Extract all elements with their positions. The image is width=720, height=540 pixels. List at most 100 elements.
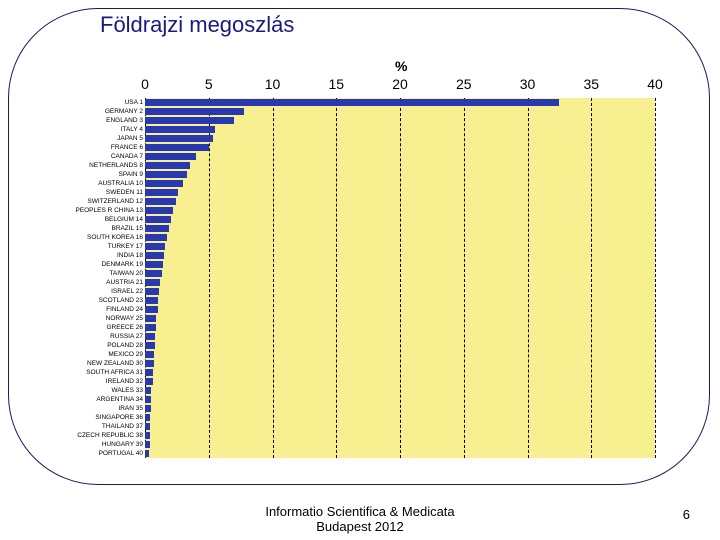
grid-line bbox=[209, 98, 210, 458]
y-label: TAIWAN 20 bbox=[0, 269, 143, 278]
x-tick-label: 15 bbox=[328, 76, 344, 92]
bar bbox=[145, 315, 156, 322]
bar bbox=[145, 369, 153, 376]
bar bbox=[145, 324, 156, 331]
x-tick-label: 10 bbox=[265, 76, 281, 92]
footer-line-1: Informatio Scientifica & Medicata bbox=[265, 504, 454, 519]
y-label: TURKEY 17 bbox=[0, 242, 143, 251]
y-label: BRAZIL 15 bbox=[0, 224, 143, 233]
y-label: THAILAND 37 bbox=[0, 422, 143, 431]
x-ticks: 0510152025303540 bbox=[0, 76, 720, 96]
y-label: ENGLAND 3 bbox=[0, 116, 143, 125]
bar bbox=[145, 387, 151, 394]
y-label: GERMANY 2 bbox=[0, 107, 143, 116]
grid-line bbox=[336, 98, 337, 458]
x-tick-label: 30 bbox=[520, 76, 536, 92]
bar bbox=[145, 351, 154, 358]
bar bbox=[145, 306, 158, 313]
footer: Informatio Scientifica & Medicata Budape… bbox=[0, 504, 720, 534]
grid-line bbox=[464, 98, 465, 458]
bar bbox=[145, 297, 158, 304]
y-label: RUSSIA 27 bbox=[0, 332, 143, 341]
bar bbox=[145, 432, 150, 439]
bar bbox=[145, 171, 187, 178]
y-label: BELGIUM 14 bbox=[0, 215, 143, 224]
y-label: MEXICO 29 bbox=[0, 350, 143, 359]
bar bbox=[145, 252, 164, 259]
y-label: FRANCE 6 bbox=[0, 143, 143, 152]
bar bbox=[145, 234, 167, 241]
bar bbox=[145, 189, 178, 196]
y-label: AUSTRIA 21 bbox=[0, 278, 143, 287]
x-tick-label: 5 bbox=[205, 76, 213, 92]
bar bbox=[145, 423, 150, 430]
y-label: WALES 33 bbox=[0, 386, 143, 395]
y-label: PORTUGAL 40 bbox=[0, 449, 143, 458]
bar bbox=[145, 153, 196, 160]
bar bbox=[145, 450, 149, 457]
grid-line bbox=[145, 98, 146, 458]
bar bbox=[145, 180, 183, 187]
y-label: NETHERLANDS 8 bbox=[0, 161, 143, 170]
y-label: SWITZERLAND 12 bbox=[0, 197, 143, 206]
bar bbox=[145, 288, 159, 295]
bar bbox=[145, 99, 559, 106]
page-number: 6 bbox=[683, 507, 690, 522]
bar bbox=[145, 108, 244, 115]
bar bbox=[145, 378, 153, 385]
grid-line bbox=[655, 98, 656, 458]
bar bbox=[145, 225, 169, 232]
bar bbox=[145, 279, 160, 286]
grid-line bbox=[528, 98, 529, 458]
x-axis-title: % bbox=[395, 58, 407, 74]
y-label: NEW ZEALAND 30 bbox=[0, 359, 143, 368]
y-label: SPAIN 9 bbox=[0, 170, 143, 179]
x-tick-label: 40 bbox=[647, 76, 663, 92]
y-label: POLAND 28 bbox=[0, 341, 143, 350]
x-tick-label: 20 bbox=[392, 76, 408, 92]
bar bbox=[145, 261, 163, 268]
bar bbox=[145, 144, 209, 151]
footer-line-2: Budapest 2012 bbox=[316, 519, 403, 534]
bar bbox=[145, 126, 215, 133]
y-label: ISRAEL 22 bbox=[0, 287, 143, 296]
y-label: ARGENTINA 34 bbox=[0, 395, 143, 404]
y-label: HUNGARY 39 bbox=[0, 440, 143, 449]
y-label: IRELAND 32 bbox=[0, 377, 143, 386]
y-label: SOUTH AFRICA 31 bbox=[0, 368, 143, 377]
y-label: SWEDEN 11 bbox=[0, 188, 143, 197]
bar bbox=[145, 396, 151, 403]
bar bbox=[145, 216, 171, 223]
y-label: JAPAN 5 bbox=[0, 134, 143, 143]
bar-row bbox=[145, 98, 655, 107]
y-label: AUSTRALIA 10 bbox=[0, 179, 143, 188]
x-tick-label: 0 bbox=[141, 76, 149, 92]
y-label: PEOPLES R CHINA 13 bbox=[0, 206, 143, 215]
y-label: GREECE 26 bbox=[0, 323, 143, 332]
bar bbox=[145, 243, 165, 250]
bar bbox=[145, 441, 150, 448]
y-label: INDIA 18 bbox=[0, 251, 143, 260]
bar bbox=[145, 342, 155, 349]
bar bbox=[145, 117, 234, 124]
bar bbox=[145, 333, 155, 340]
grid-line bbox=[400, 98, 401, 458]
y-label: ITALY 4 bbox=[0, 125, 143, 134]
bar bbox=[145, 207, 173, 214]
plot-area bbox=[145, 98, 655, 458]
grid-line bbox=[273, 98, 274, 458]
y-label: USA 1 bbox=[0, 98, 143, 107]
bar bbox=[145, 270, 162, 277]
bar bbox=[145, 405, 151, 412]
y-label: CZECH REPUBLIC 38 bbox=[0, 431, 143, 440]
y-label: FINLAND 24 bbox=[0, 305, 143, 314]
y-label: NORWAY 25 bbox=[0, 314, 143, 323]
y-label: SOUTH KOREA 16 bbox=[0, 233, 143, 242]
bar bbox=[145, 135, 213, 142]
y-label: DENMARK 19 bbox=[0, 260, 143, 269]
y-label: CANADA 7 bbox=[0, 152, 143, 161]
x-tick-label: 25 bbox=[456, 76, 472, 92]
y-label: IRAN 35 bbox=[0, 404, 143, 413]
y-label: SCOTLAND 23 bbox=[0, 296, 143, 305]
slide-title: Földrajzi megoszlás bbox=[100, 12, 294, 38]
